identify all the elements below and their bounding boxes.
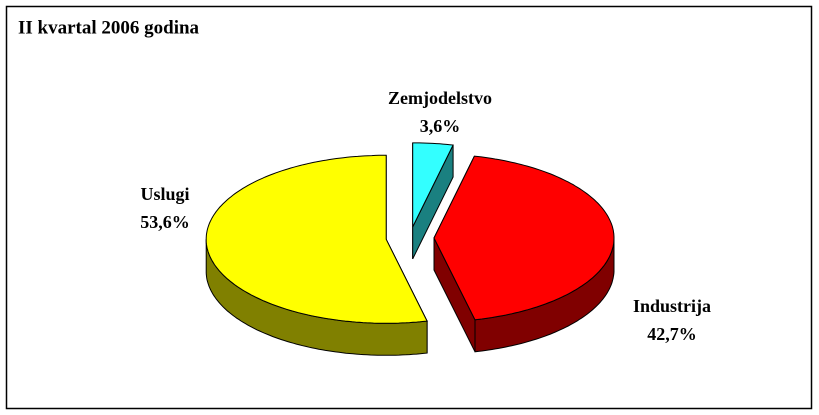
slice-value-label: 3,6% (420, 116, 461, 136)
slice-label: Uslugi (140, 184, 189, 204)
slice-value-label: 53,6% (140, 212, 190, 232)
slice-label: Zemjodelstvo (388, 88, 492, 108)
slice-value-label: 42,7% (647, 324, 697, 344)
slice (433, 155, 615, 321)
slice-label: Industrija (633, 296, 711, 316)
slice (205, 154, 428, 324)
slice (412, 142, 454, 228)
chart-title: II kvartal 2006 godina (18, 17, 200, 38)
